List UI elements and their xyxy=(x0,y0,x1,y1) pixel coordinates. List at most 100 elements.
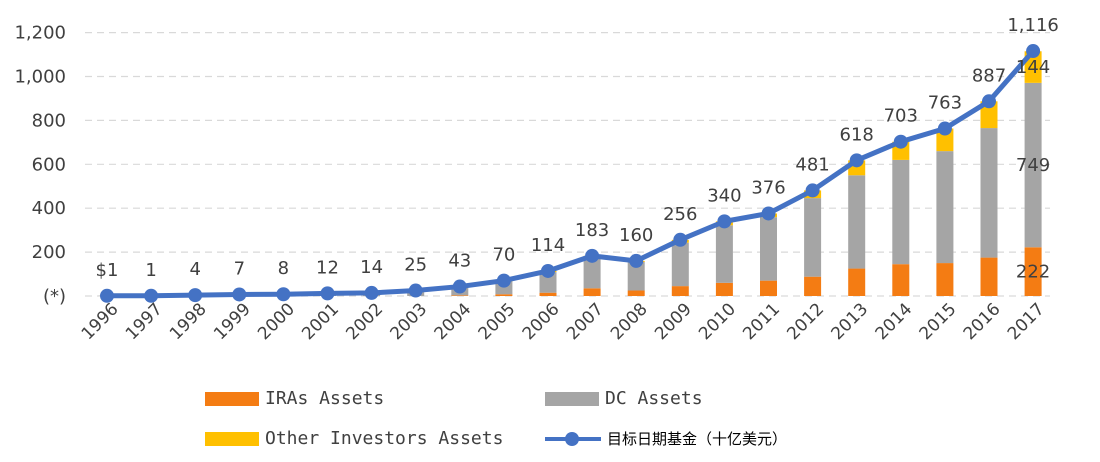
line-point xyxy=(188,288,203,303)
annotation-label: 749 xyxy=(1016,155,1050,176)
line-point xyxy=(893,134,908,149)
data-label: 43 xyxy=(448,251,471,272)
data-label: 8 xyxy=(278,258,289,279)
y-axis: (*) 200 400 600 800 1,000 1,200 xyxy=(14,23,66,307)
line-point xyxy=(1026,44,1041,59)
legend-item-tdf: 目标日期基金（十亿美元） xyxy=(545,428,787,449)
legend-swatch-other xyxy=(205,431,259,446)
line-point xyxy=(937,121,952,136)
x-tick-label: 2013 xyxy=(828,299,873,344)
bar-dc xyxy=(1024,82,1042,248)
line-point xyxy=(496,273,511,288)
bar-iras xyxy=(495,294,513,296)
bar-iras xyxy=(627,290,645,296)
total-line xyxy=(100,44,1041,303)
line-point xyxy=(541,263,555,278)
bar-iras xyxy=(539,292,557,296)
bar-other xyxy=(980,101,998,129)
bar-other xyxy=(936,128,954,152)
y-tick-label: 600 xyxy=(32,154,66,175)
data-label: 114 xyxy=(531,235,565,256)
x-tick-label: 2006 xyxy=(519,299,564,344)
x-tick-label: 2010 xyxy=(695,299,740,344)
annotation-label: 222 xyxy=(1016,262,1050,283)
data-label: 340 xyxy=(707,185,741,206)
annotations: 749 144 222 xyxy=(1016,57,1050,283)
x-tick-label: 2007 xyxy=(563,299,608,344)
bar-dc xyxy=(760,217,777,281)
data-label: 256 xyxy=(663,204,697,225)
line-point xyxy=(320,286,335,301)
data-label: 763 xyxy=(928,93,962,114)
y-tick-label: 1,000 xyxy=(14,67,66,88)
bar-dc xyxy=(715,225,733,283)
line-point xyxy=(673,232,688,247)
data-label: 887 xyxy=(972,65,1006,86)
y-tick-label: (*) xyxy=(43,286,66,307)
line-point xyxy=(452,279,467,294)
y-tick-label: 800 xyxy=(32,110,66,131)
data-label: 1,116 xyxy=(1007,15,1059,36)
x-tick-label: 2008 xyxy=(607,299,652,344)
line-point xyxy=(805,183,820,198)
line-point xyxy=(761,206,776,221)
line-point xyxy=(982,94,996,109)
bar-dc xyxy=(539,272,557,293)
line-point xyxy=(364,285,379,300)
data-label: 12 xyxy=(316,257,339,278)
annotation-label: 144 xyxy=(1016,57,1050,78)
data-label: 160 xyxy=(619,225,653,246)
bar-iras xyxy=(1024,247,1042,296)
x-tick-label: 2014 xyxy=(872,299,917,344)
bar-iras xyxy=(804,276,822,296)
bar-dc xyxy=(892,159,910,265)
x-tick-label: 2004 xyxy=(431,299,476,344)
bar-iras xyxy=(451,295,469,296)
x-tick-label: 2005 xyxy=(475,299,520,344)
data-label: 1 xyxy=(145,260,156,281)
bar-dc xyxy=(671,242,689,287)
x-tick-label: 2011 xyxy=(739,299,784,344)
line-point xyxy=(585,248,600,263)
legend: IRAs Assets DC Assets Other Investors As… xyxy=(205,384,845,456)
legend-swatch-iras xyxy=(205,391,259,406)
data-label: 376 xyxy=(751,177,785,198)
bar-iras xyxy=(715,282,733,296)
line-point xyxy=(276,287,291,302)
data-label: 25 xyxy=(404,255,427,276)
legend-item-dc: DC Assets xyxy=(545,388,703,409)
data-label: 70 xyxy=(492,245,515,266)
line-point xyxy=(408,283,423,298)
x-tick-label: 2017 xyxy=(1004,299,1049,344)
bar-iras xyxy=(760,280,777,296)
legend-item-iras: IRAs Assets xyxy=(205,388,384,409)
bar-iras xyxy=(892,264,910,296)
y-tick-label: 1,200 xyxy=(14,23,66,44)
bar-dc xyxy=(804,198,822,277)
x-tick-label: 1999 xyxy=(210,299,255,344)
line-point xyxy=(100,288,114,303)
line-point xyxy=(232,287,247,302)
x-tick-label: 1996 xyxy=(78,299,123,344)
line-point xyxy=(144,288,159,303)
bar-dc xyxy=(936,151,954,264)
line-point xyxy=(849,153,864,168)
legend-swatch-dc xyxy=(545,391,599,406)
legend-label-iras: IRAs Assets xyxy=(265,388,385,409)
x-tick-label: 1998 xyxy=(166,299,211,344)
x-tick-label: 2000 xyxy=(254,299,299,344)
bar-iras xyxy=(936,263,954,296)
data-label: $1 xyxy=(96,260,119,281)
y-tick-label: 200 xyxy=(32,242,66,263)
gridlines xyxy=(85,31,1050,297)
x-tick-label: 2001 xyxy=(298,299,343,344)
x-tick-label: 2002 xyxy=(342,299,387,344)
data-label: 703 xyxy=(884,106,918,127)
x-tick-label: 2003 xyxy=(387,299,432,344)
data-label: 481 xyxy=(795,154,829,175)
bar-iras xyxy=(671,286,689,296)
data-label: 14 xyxy=(360,257,383,278)
x-tick-label: 2012 xyxy=(783,299,828,344)
